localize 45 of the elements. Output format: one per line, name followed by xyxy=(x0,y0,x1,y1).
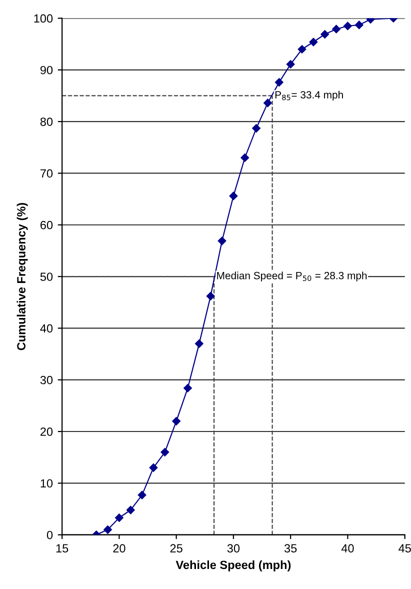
point xyxy=(229,192,238,200)
y-tick-label: 80 xyxy=(40,118,53,126)
x-tick-label: 20 xyxy=(113,544,126,553)
point xyxy=(298,45,306,54)
point xyxy=(344,22,352,30)
point xyxy=(218,236,226,246)
x-axis-title: Vehicle Speed (mph) xyxy=(176,560,291,572)
point xyxy=(115,514,124,522)
x-tick-label: 40 xyxy=(341,544,354,553)
y-tick-label: 70 xyxy=(40,169,53,178)
point xyxy=(184,384,192,392)
point xyxy=(252,124,260,132)
point xyxy=(275,78,284,86)
point xyxy=(332,24,340,34)
y-tick-label: 100 xyxy=(34,14,53,23)
ref-line-label: Median Speed = P$_{50}$ = 28.3 mph xyxy=(217,272,367,282)
point xyxy=(138,490,146,500)
point xyxy=(104,526,112,534)
point xyxy=(160,448,170,456)
point xyxy=(286,60,295,68)
x-tick-label: 35 xyxy=(284,544,297,553)
point xyxy=(309,38,318,46)
point xyxy=(206,292,215,300)
y-tick-label: 60 xyxy=(40,220,53,230)
ref-line-label: P$_{85}$= 33.4 mph xyxy=(275,90,343,101)
x-tick-label: 30 xyxy=(227,544,240,553)
y-tick-label: 20 xyxy=(40,428,53,436)
y-tick-label: 40 xyxy=(40,324,53,333)
x-tick-label: 45 xyxy=(398,544,411,553)
y-tick-label: 0 xyxy=(46,530,53,540)
point xyxy=(126,506,135,514)
point xyxy=(172,417,180,426)
point xyxy=(320,30,329,38)
y-tick-label: 30 xyxy=(40,376,53,384)
y-tick-label: 50 xyxy=(40,272,53,281)
x-tick-label: 15 xyxy=(56,544,68,553)
y-axis-title: Cumulative Frequency (%) xyxy=(16,202,28,350)
point xyxy=(240,154,250,162)
y-tick-label: 90 xyxy=(40,66,53,74)
point xyxy=(264,98,272,108)
x-tick-label: 25 xyxy=(170,544,182,553)
point xyxy=(149,464,158,472)
point xyxy=(355,20,364,30)
point xyxy=(195,340,204,348)
y-tick-label: 10 xyxy=(40,479,53,488)
